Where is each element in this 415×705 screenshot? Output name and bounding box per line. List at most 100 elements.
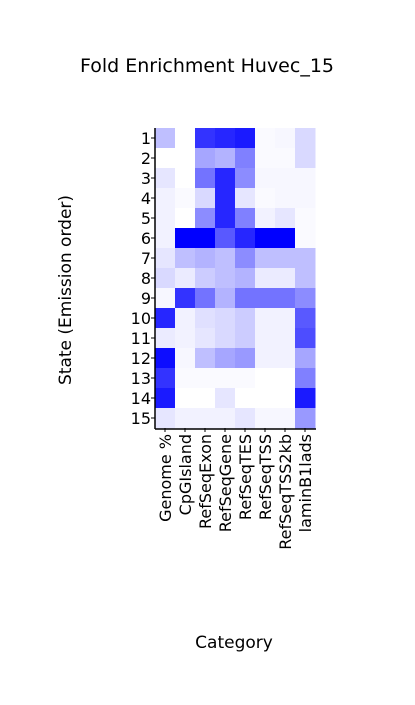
heatmap-cell bbox=[255, 348, 276, 369]
heatmap-cell bbox=[175, 268, 196, 289]
heatmap-cell bbox=[255, 388, 276, 409]
heatmap-cell bbox=[195, 208, 216, 229]
heatmap-cell bbox=[295, 188, 316, 209]
row-tick-label: 3 bbox=[141, 169, 151, 188]
heatmap-cell bbox=[175, 248, 196, 269]
heatmap-cell bbox=[155, 228, 176, 249]
heatmap-cell bbox=[175, 128, 196, 149]
heatmap-cell bbox=[175, 308, 196, 329]
heatmap-cell bbox=[295, 368, 316, 389]
heatmap-cell bbox=[255, 328, 276, 349]
heatmap-cell bbox=[155, 168, 176, 189]
heatmap-cell bbox=[255, 168, 276, 189]
heatmap-cell bbox=[295, 348, 316, 369]
heatmap-cell bbox=[195, 308, 216, 329]
row-tick-label: 12 bbox=[131, 349, 151, 368]
heatmap-cell bbox=[255, 408, 276, 429]
row-tick-label: 1 bbox=[141, 129, 151, 148]
heatmap-cell bbox=[235, 208, 256, 229]
y-axis-label: State (Emission order) bbox=[56, 195, 76, 385]
chart-title: Fold Enrichment Huvec_15 bbox=[80, 55, 334, 77]
column-tick-label: RefSeqExon bbox=[196, 434, 215, 529]
heatmap-cell bbox=[275, 188, 296, 209]
heatmap-cell bbox=[255, 188, 276, 209]
heatmap-cell bbox=[195, 388, 216, 409]
heatmap-cell bbox=[155, 368, 176, 389]
heatmap-cell bbox=[215, 148, 236, 169]
row-tick-label: 15 bbox=[131, 409, 151, 428]
heatmap-cell bbox=[155, 188, 176, 209]
heatmap-cell bbox=[195, 268, 216, 289]
heatmap-cell bbox=[235, 368, 256, 389]
heatmap-cell bbox=[215, 128, 236, 149]
column-tick-label: Genome % bbox=[156, 434, 175, 522]
heatmap-cell bbox=[195, 228, 216, 249]
heatmap-cell bbox=[295, 388, 316, 409]
heatmap-cell bbox=[275, 168, 296, 189]
heatmap-cell bbox=[155, 128, 176, 149]
heatmap-cell bbox=[255, 228, 276, 249]
row-tick-label: 2 bbox=[141, 149, 151, 168]
heatmap-cell bbox=[295, 268, 316, 289]
row-tick-label: 6 bbox=[141, 229, 151, 248]
heatmap-cell bbox=[275, 208, 296, 229]
heatmap-cell bbox=[255, 248, 276, 269]
heatmap-cell bbox=[155, 148, 176, 169]
column-tick-label: RefSeqGene bbox=[216, 434, 235, 532]
heatmap-cell bbox=[195, 128, 216, 149]
heatmap-cell bbox=[235, 228, 256, 249]
heatmap-cell bbox=[175, 388, 196, 409]
heatmap-cell bbox=[275, 348, 296, 369]
heatmap-cell bbox=[155, 248, 176, 269]
heatmap-cell bbox=[235, 248, 256, 269]
heatmap-cell bbox=[215, 328, 236, 349]
heatmap-cell bbox=[235, 408, 256, 429]
heatmap-cell bbox=[255, 308, 276, 329]
heatmap-cell bbox=[195, 348, 216, 369]
heatmap-cell bbox=[155, 328, 176, 349]
heatmap-cell bbox=[295, 328, 316, 349]
heatmap-cell bbox=[215, 348, 236, 369]
heatmap-cell bbox=[235, 348, 256, 369]
heatmap-cell bbox=[175, 288, 196, 309]
heatmap-cell bbox=[235, 128, 256, 149]
heatmap-cell bbox=[215, 228, 236, 249]
column-tick-label: RefSeqTES bbox=[236, 434, 255, 520]
x-axis-label: Category bbox=[195, 633, 273, 653]
heatmap-cell bbox=[235, 388, 256, 409]
heatmap-cell bbox=[195, 248, 216, 269]
heatmap-cell bbox=[235, 288, 256, 309]
heatmap-cell bbox=[175, 168, 196, 189]
heatmap-cell bbox=[155, 288, 176, 309]
heatmap-cell bbox=[155, 388, 176, 409]
row-tick-label: 10 bbox=[131, 309, 151, 328]
heatmap-cell bbox=[175, 208, 196, 229]
heatmap-cell bbox=[255, 148, 276, 169]
heatmap-cell bbox=[195, 368, 216, 389]
heatmap-cell bbox=[195, 188, 216, 209]
column-tick-label: RefSeqTSS2kb bbox=[276, 434, 295, 550]
heatmap-cell bbox=[295, 168, 316, 189]
row-tick-label: 9 bbox=[141, 289, 151, 308]
heatmap-cell bbox=[215, 248, 236, 269]
heatmap-cell bbox=[195, 328, 216, 349]
heatmap-cell bbox=[175, 148, 196, 169]
heatmap-cell bbox=[175, 328, 196, 349]
heatmap-cell bbox=[175, 228, 196, 249]
heatmap-cell bbox=[215, 268, 236, 289]
heatmap-cell bbox=[235, 148, 256, 169]
row-tick-label: 14 bbox=[131, 389, 151, 408]
heatmap-cell bbox=[275, 308, 296, 329]
heatmap-cell bbox=[175, 368, 196, 389]
heatmap-cell bbox=[155, 408, 176, 429]
heatmap-cell bbox=[275, 268, 296, 289]
heatmap-cell bbox=[215, 388, 236, 409]
column-tick-labels: Genome % CpGIsland RefSeqExon RefSeqGene Ref… bbox=[156, 428, 315, 550]
heatmap-cell bbox=[275, 368, 296, 389]
heatmap-cell bbox=[215, 288, 236, 309]
row-tick-label: 8 bbox=[141, 269, 151, 288]
heatmap-cell bbox=[275, 148, 296, 169]
